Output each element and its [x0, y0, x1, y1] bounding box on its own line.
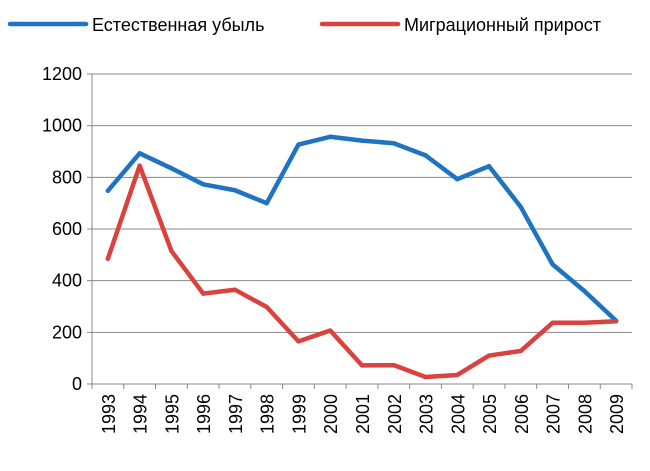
- x-tick-label-2007: 2007: [544, 394, 564, 434]
- data-point-0-1999: [296, 142, 301, 147]
- data-point-1-1995: [169, 248, 174, 254]
- x-tick-label-1996: 1996: [194, 394, 214, 434]
- x-tick-label-2000: 2000: [321, 394, 341, 434]
- data-point-0-1996: [200, 182, 206, 187]
- series-lines: [105, 134, 619, 380]
- x-tick-label-2002: 2002: [385, 394, 405, 434]
- data-point-1-2008: [582, 320, 587, 325]
- x-tick-label-2006: 2006: [512, 394, 532, 434]
- legend-label-natural-decline: Естественная убыль: [92, 15, 264, 35]
- x-tick-label-1993: 1993: [99, 394, 119, 434]
- x-tick-label-1995: 1995: [162, 394, 182, 434]
- x-axis-tick-labels: 1993 1994 1995 1996 1997 1998 1999 2000 2001 2002…: [99, 394, 627, 434]
- x-tick-label-1997: 1997: [226, 394, 246, 434]
- data-point-1-1994: [137, 163, 142, 168]
- x-tick-label-2004: 2004: [448, 394, 468, 434]
- data-point-0-1994: [137, 151, 142, 156]
- x-tick-label-2001: 2001: [353, 394, 373, 434]
- y-tick-label-1000: 1000: [42, 116, 82, 136]
- data-point-0-2004: [455, 176, 460, 182]
- axes: [87, 73, 633, 389]
- data-point-0-2006: [518, 204, 524, 210]
- x-tick-label-2005: 2005: [480, 394, 500, 434]
- x-tick-label-2009: 2009: [607, 394, 627, 434]
- data-point-0-1993: [105, 188, 111, 193]
- data-point-0-1998: [264, 200, 269, 206]
- x-tick-label-2008: 2008: [575, 394, 595, 434]
- data-point-1-2009: [613, 319, 619, 324]
- data-point-1-1997: [232, 287, 238, 292]
- x-tick-label-1994: 1994: [131, 394, 151, 434]
- data-point-1-2000: [328, 328, 333, 333]
- data-point-0-2008: [582, 288, 587, 294]
- legend-label-migration-growth: Миграционный прирост: [404, 15, 601, 35]
- y-tick-label-200: 200: [52, 322, 82, 342]
- data-point-0-2005: [486, 164, 492, 169]
- data-point-1-2006: [518, 348, 524, 354]
- x-tick-label-1998: 1998: [258, 394, 278, 434]
- legend: Естественная убыль Миграционный прирост: [7, 15, 601, 35]
- legend-item-natural-decline: Естественная убыль: [7, 15, 264, 35]
- y-axis-tick-labels: 0 200 400 600 800 1000 1200: [42, 64, 82, 394]
- data-point-0-2001: [359, 138, 365, 143]
- data-point-1-1993: [105, 256, 111, 261]
- y-tick-label-600: 600: [52, 219, 82, 239]
- data-point-1-2005: [486, 353, 492, 358]
- series-line-1: [105, 163, 619, 380]
- x-tick-label-1999: 1999: [289, 394, 309, 434]
- data-point-1-2002: [391, 362, 396, 368]
- data-point-0-1997: [232, 188, 238, 193]
- legend-item-migration-growth: Миграционный прирост: [319, 15, 601, 35]
- data-point-1-1996: [200, 291, 206, 296]
- data-point-1-1998: [264, 304, 269, 310]
- data-point-0-2002: [391, 141, 396, 146]
- data-point-0-2003: [423, 153, 428, 158]
- data-point-1-1999: [296, 339, 301, 344]
- data-point-0-2007: [550, 262, 555, 267]
- y-tick-label-800: 800: [52, 167, 82, 187]
- data-point-1-2003: [423, 374, 428, 380]
- gridlines: [92, 73, 632, 333]
- data-point-1-2007: [550, 320, 555, 325]
- y-tick-label-400: 400: [52, 271, 82, 291]
- data-point-1-2001: [359, 363, 365, 368]
- data-point-1-2004: [455, 372, 460, 378]
- data-point-0-2000: [328, 134, 333, 139]
- x-tick-label-2003: 2003: [417, 394, 437, 434]
- y-tick-label-1200: 1200: [42, 64, 82, 84]
- y-tick-label-0: 0: [72, 374, 82, 394]
- data-point-0-1995: [169, 166, 174, 171]
